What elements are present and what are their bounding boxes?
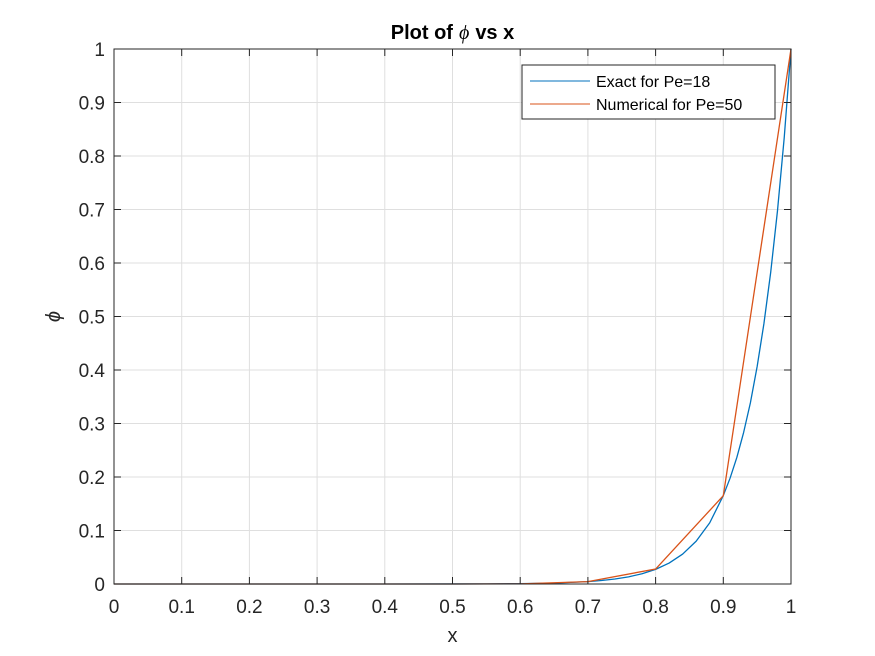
x-tick-label: 0.3 — [304, 597, 330, 618]
x-tick-label: 0 — [109, 597, 120, 618]
x-axis-label: x — [448, 625, 458, 647]
x-tick-label: 0.1 — [168, 597, 194, 618]
y-tick-label: 0.5 — [79, 308, 105, 329]
y-tick-label: 0.2 — [79, 468, 105, 489]
legend: Exact for Pe=18 Numerical for Pe=50 — [521, 64, 776, 120]
title-suffix: vs x — [475, 22, 514, 44]
x-tick-label: 0.7 — [575, 597, 601, 618]
y-tick-label: 0.7 — [79, 201, 105, 222]
tick-marks — [113, 48, 792, 585]
title-phi-symbol: ϕ — [459, 22, 469, 44]
x-tick-label: 0.4 — [372, 597, 399, 618]
x-tick-label: 0.6 — [507, 597, 533, 618]
chart-title: Plot of ϕ vs x — [391, 22, 515, 44]
y-tick-label: 0.8 — [79, 147, 105, 168]
y-tick-label: 0.6 — [79, 254, 105, 275]
y-tick-label: 0.9 — [79, 94, 105, 115]
x-tick-label: 0.8 — [642, 597, 668, 618]
x-tick-label: 0.5 — [439, 597, 465, 618]
y-tick-label: 0.4 — [79, 361, 106, 382]
legend-label-numerical: Numerical for Pe=50 — [596, 97, 742, 114]
legend-box — [521, 64, 776, 120]
legend-label-exact: Exact for Pe=18 — [596, 74, 710, 91]
title-prefix: Plot of — [391, 22, 454, 44]
y-tick-label: 0.3 — [79, 415, 105, 436]
y-tick-label: 0 — [94, 575, 105, 596]
x-tick-label: 1 — [786, 597, 797, 618]
y-tick-label: 0.1 — [79, 522, 105, 543]
y-axis-label: ϕ — [43, 311, 65, 322]
x-tick-labels: 0 0.1 0.2 0.3 0.4 0.5 0.6 0.7 0.8 0.9 1 — [109, 597, 797, 618]
x-tick-label: 0.9 — [710, 597, 736, 618]
x-tick-label: 0.2 — [236, 597, 262, 618]
y-tick-label: 1 — [94, 40, 105, 61]
y-tick-labels: 0 0.1 0.2 0.3 0.4 0.5 0.6 0.7 0.8 0.9 1 — [79, 40, 106, 596]
